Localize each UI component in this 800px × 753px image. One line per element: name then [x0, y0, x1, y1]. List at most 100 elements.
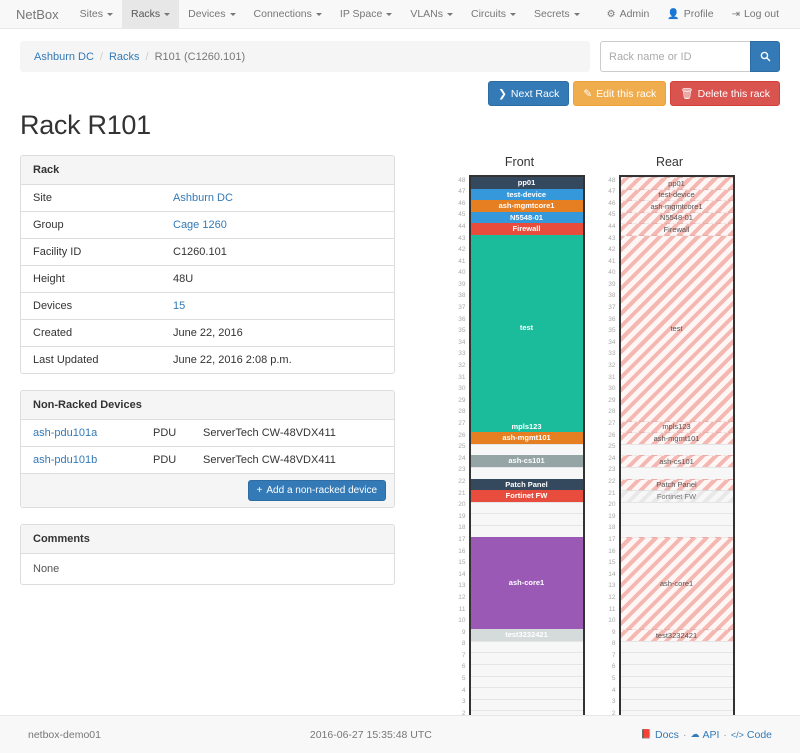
rack-unit-empty[interactable] [470, 501, 583, 514]
docs-link[interactable]: 📕 Docs [641, 729, 679, 741]
rack-device-rear-patch-panel[interactable]: Patch Panel [620, 478, 733, 491]
rack-info-value-link[interactable]: Cage 1260 [173, 219, 227, 231]
rack-unit-empty[interactable] [620, 466, 733, 479]
edit-rack-button-label: Edit this rack [596, 87, 657, 100]
rack-unit-empty[interactable] [470, 513, 583, 525]
rack-device-rear-mpls123[interactable]: mpls123 [620, 420, 733, 433]
rack-device-patch-panel[interactable]: Patch Panel [470, 478, 583, 491]
code-link[interactable]: </> Code [731, 729, 772, 741]
rack-info-value-link[interactable]: Ashburn DC [173, 192, 233, 204]
next-rack-button[interactable]: ❯ Next Rack [488, 81, 570, 106]
rack-device-ash-mgmtcore1[interactable]: ash-mgmtcore1 [470, 200, 583, 212]
code-link-label: Code [746, 728, 772, 741]
rack-unit-number: 28 [608, 408, 616, 416]
nav-item-circuits[interactable]: Circuits [462, 0, 525, 28]
rack-device-test3232421[interactable]: test3232421 [470, 629, 583, 641]
nav-item-admin[interactable]: ⚙ Admin [598, 0, 659, 28]
search-input[interactable] [600, 41, 750, 72]
nav-item-racks[interactable]: Racks [121, 0, 180, 28]
rack-device-rear-test[interactable]: test [620, 234, 733, 421]
rack-device-rear-ash-core1[interactable]: ash-core1 [620, 536, 733, 630]
rack-device-firewall[interactable]: Firewall [470, 223, 583, 235]
footer-links: 📕 Docs · ☁ API · </> Code [641, 729, 772, 741]
rack-unit-empty[interactable] [620, 652, 733, 665]
breadcrumb-racks-link[interactable]: Racks [108, 50, 140, 63]
non-racked-device-link[interactable]: ash-pdu101a [33, 427, 98, 439]
rack-unit-number: 2 [461, 709, 466, 717]
breadcrumb-site-link[interactable]: Ashburn DC [34, 50, 94, 63]
rack-unit-empty[interactable] [470, 687, 583, 699]
edit-rack-button[interactable]: ✎ Edit this rack [573, 81, 667, 106]
rack-device-rear-ash-cs101[interactable]: ash-cs101 [620, 455, 733, 467]
rack-unit-empty[interactable] [470, 443, 583, 456]
breadcrumb-current: R101 (C1260.101) [154, 50, 246, 63]
rack-device-rear-test3232421[interactable]: test3232421 [620, 629, 733, 641]
rack-device-test-device[interactable]: test-device [470, 188, 583, 201]
api-link[interactable]: ☁ API [690, 729, 719, 741]
rack-device-ash-mgmt101[interactable]: ash-mgmt101 [470, 432, 583, 444]
logout-icon: ⇥ [731, 8, 740, 20]
rack-unit-empty[interactable] [620, 664, 733, 676]
rack-device-rear-firewall[interactable]: Firewall [620, 223, 733, 235]
rack-unit-empty[interactable] [620, 443, 733, 456]
brand-logo[interactable]: NetBox [16, 6, 59, 22]
rack-device-rear-ash-mgmt101[interactable]: ash-mgmt101 [620, 432, 733, 444]
nav-item-secrets[interactable]: Secrets [525, 0, 589, 28]
rack-device-rear-ash-mgmtcore1[interactable]: ash-mgmtcore1 [620, 200, 733, 212]
nav-item-ip-space[interactable]: IP Space [331, 0, 401, 28]
rack-device-pp01[interactable]: pp01 [470, 177, 583, 189]
non-racked-device-name[interactable]: ash-pdu101b [21, 446, 141, 473]
nav-item-label: Sites [79, 8, 103, 20]
rack-unit-empty[interactable] [470, 675, 583, 688]
add-non-racked-device-button[interactable]: + Add a non-racked device [247, 480, 386, 501]
rack-unit-empty[interactable] [620, 513, 733, 525]
rack-unit-empty[interactable] [470, 524, 583, 537]
breadcrumb-separator-2: / [145, 50, 149, 63]
add-non-racked-device-label: Add a non-racked device [266, 485, 377, 496]
rack-info-value-link[interactable]: 15 [173, 300, 186, 312]
rack-device-rear-test-device[interactable]: test-device [620, 188, 733, 201]
non-racked-device-link[interactable]: ash-pdu101b [33, 454, 98, 466]
nav-item-log-out[interactable]: ⇥ Log out [723, 0, 788, 28]
rack-info-value[interactable]: 15 [161, 292, 394, 320]
delete-rack-button[interactable]: 🗑 Delete this rack [670, 81, 780, 106]
rack-device-rear-n5548-01[interactable]: N5548-01 [620, 211, 733, 224]
rack-device-fortinet-fw[interactable]: Fortinet FW [470, 490, 583, 502]
rack-device-test[interactable]: test [470, 234, 583, 421]
rack-device-mpls123[interactable]: mpls123 [470, 420, 583, 433]
rack-unit-number: 22 [458, 477, 466, 485]
rack-device-rear-fortinet-fw[interactable]: Fortinet FW [620, 490, 733, 502]
rack-unit-empty[interactable] [620, 524, 733, 537]
rack-unit-empty[interactable] [470, 640, 583, 653]
rack-unit-number: 29 [458, 396, 466, 404]
rack-unit-empty[interactable] [620, 675, 733, 688]
rack-device-rear-pp01[interactable]: pp01 [620, 177, 733, 189]
rack-unit-empty[interactable] [620, 640, 733, 653]
rack-info-value[interactable]: Ashburn DC [161, 185, 394, 212]
rack-unit-empty[interactable] [470, 698, 583, 711]
rack-unit-empty[interactable] [470, 664, 583, 676]
nav-item-vlans[interactable]: VLANs [401, 0, 462, 28]
non-racked-device-name[interactable]: ash-pdu101a [21, 420, 141, 447]
rack-info-value[interactable]: Cage 1260 [161, 211, 394, 239]
rack-device-ash-cs101[interactable]: ash-cs101 [470, 455, 583, 467]
rack-unit-number: 27 [608, 420, 616, 428]
rack-device-n5548-01[interactable]: N5548-01 [470, 211, 583, 224]
chevron-down-icon [386, 12, 393, 16]
rack-unit-empty[interactable] [620, 698, 733, 711]
nav-item-connections[interactable]: Connections [245, 0, 331, 28]
rack-unit-empty[interactable] [620, 687, 733, 699]
rack-unit-empty[interactable] [470, 652, 583, 665]
rack-unit-number: 29 [608, 396, 616, 404]
nav-item-devices[interactable]: Devices [179, 0, 244, 28]
rack-device-ash-core1[interactable]: ash-core1 [470, 536, 583, 630]
nav-item-sites[interactable]: Sites [71, 0, 122, 28]
rack-unit-number: 23 [608, 466, 616, 474]
rack-unit-number: 11 [608, 605, 616, 613]
chevron-down-icon [510, 12, 517, 16]
rack-unit-number: 44 [458, 222, 466, 230]
rack-unit-empty[interactable] [620, 501, 733, 514]
search-button[interactable] [750, 41, 780, 72]
rack-unit-empty[interactable] [470, 466, 583, 479]
nav-item-profile[interactable]: 👤 Profile [658, 0, 722, 28]
